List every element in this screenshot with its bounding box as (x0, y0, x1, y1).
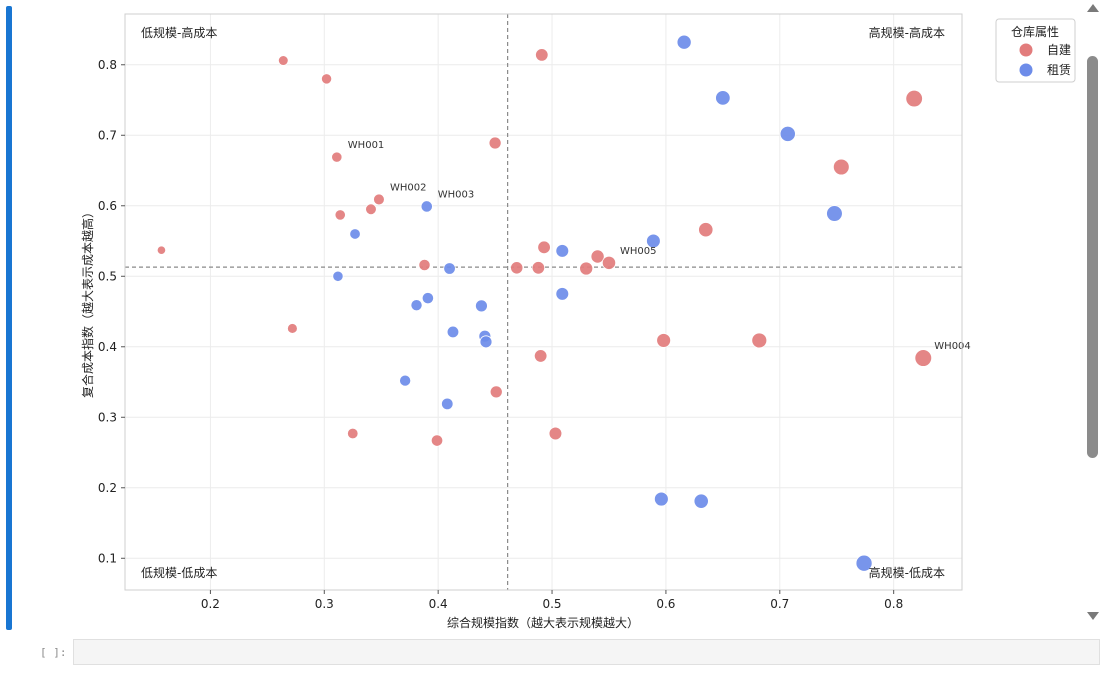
quadrant-label-top-left: 低规模-高成本 (141, 25, 217, 40)
y-tick-label: 0.3 (98, 410, 117, 424)
data-point (410, 299, 423, 312)
y-tick-label: 0.2 (98, 481, 117, 495)
quadrant-label-bottom-left: 低规模-低成本 (141, 565, 217, 580)
data-point (349, 228, 361, 240)
data-point (334, 209, 346, 221)
data-point (489, 385, 503, 399)
data-point (779, 125, 796, 142)
data-point (555, 244, 570, 258)
cell-output-area: WH001 WH002 WH005 WH004 WH003 0.2 0.3 0.4 0.5 0.… (14, 0, 1080, 632)
data-point (826, 205, 843, 222)
data-point (287, 323, 298, 334)
x-tick-label: 0.4 (429, 597, 448, 611)
x-tick-label: 0.6 (656, 597, 675, 611)
y-tick-label: 0.6 (98, 199, 117, 213)
data-point (373, 193, 385, 206)
plot-frame (124, 13, 963, 591)
y-tick-label: 0.4 (98, 340, 117, 354)
data-point (832, 158, 850, 176)
point-label: WH005 (620, 246, 657, 257)
data-point (855, 554, 873, 572)
point-label: WH003 (438, 189, 475, 200)
data-point (693, 493, 709, 509)
data-point (533, 349, 548, 363)
data-point (646, 233, 661, 249)
data-point (430, 434, 444, 447)
point-label: WH001 (348, 140, 385, 151)
data-point (535, 48, 549, 62)
legend: 仓库属性 自建 租赁 (995, 18, 1076, 83)
data-point (488, 136, 502, 150)
x-tick-label: 0.8 (884, 597, 903, 611)
data-point (332, 270, 344, 282)
data-point (475, 299, 488, 313)
data-point (510, 261, 524, 275)
data-point (479, 335, 493, 349)
data-point (365, 203, 377, 216)
x-tick-label: 0.3 (315, 597, 334, 611)
data-point (590, 249, 605, 264)
data-point (321, 73, 333, 85)
legend-marker-leased (1019, 63, 1033, 77)
x-axis-label: 综合规模指数（越大表示规模越大） (447, 615, 639, 630)
scroll-down-arrow-icon[interactable] (1087, 612, 1099, 620)
point-label: WH004 (934, 341, 971, 352)
data-point (751, 332, 768, 349)
data-point (676, 34, 692, 50)
x-tick-label: 0.7 (770, 597, 789, 611)
data-point (277, 55, 289, 66)
data-point (347, 427, 359, 440)
legend-label-leased: 租赁 (1047, 63, 1071, 77)
legend-box (995, 18, 1076, 83)
data-point (579, 261, 594, 276)
code-input-cell[interactable] (73, 639, 1100, 665)
active-cell-indicator (6, 6, 12, 630)
input-prompt: [ ]: (40, 646, 67, 659)
data-point (905, 89, 923, 108)
data-point (420, 200, 433, 213)
data-point (698, 222, 714, 238)
data-point (715, 90, 731, 106)
data-point (653, 491, 669, 507)
data-point (331, 151, 343, 163)
legend-label-self-built: 自建 (1047, 43, 1071, 57)
legend-marker-self-built (1019, 43, 1033, 57)
legend-title: 仓库属性 (1011, 24, 1059, 39)
data-point (421, 292, 435, 305)
data-point (601, 255, 617, 270)
y-tick-label: 0.7 (98, 128, 117, 142)
data-point (441, 397, 454, 411)
x-tick-label: 0.5 (542, 597, 561, 611)
data-point (443, 262, 456, 275)
x-tick-label: 0.2 (201, 597, 220, 611)
data-point (537, 240, 551, 255)
data-point (531, 261, 546, 275)
y-tick-label: 0.1 (98, 551, 117, 565)
data-point (548, 426, 563, 441)
data-point (555, 287, 570, 301)
y-tick-label: 0.8 (98, 58, 117, 72)
y-tick-label: 0.5 (98, 269, 117, 283)
data-point (156, 245, 167, 255)
scatter-chart: WH001 WH002 WH005 WH004 WH003 0.2 0.3 0.4 0.5 0.… (80, 13, 1076, 630)
data-point (399, 374, 412, 387)
output-scrollbar-thumb[interactable] (1087, 56, 1098, 458)
quadrant-label-bottom-right: 高规模-低成本 (869, 565, 945, 580)
point-label: WH002 (390, 182, 427, 193)
data-point (914, 349, 933, 367)
data-point (656, 333, 672, 348)
data-point (418, 258, 431, 272)
data-point (446, 325, 460, 339)
quadrant-label-top-right: 高规模-高成本 (869, 25, 945, 40)
scroll-up-arrow-icon[interactable] (1087, 4, 1099, 12)
y-axis-label: 复合成本指数（越大表示成本越高） (80, 206, 95, 398)
